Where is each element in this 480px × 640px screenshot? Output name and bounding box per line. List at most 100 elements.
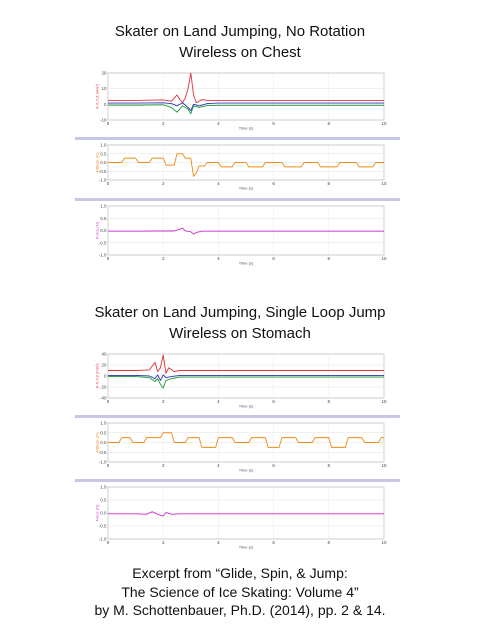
series-line-orange xyxy=(108,432,384,448)
x-tick-label: 6 xyxy=(272,256,275,261)
plot-frame xyxy=(107,72,385,121)
y-tick-label: -20 xyxy=(100,385,107,390)
x-tick-label: 10 xyxy=(381,399,387,404)
bottom-acceleration-chart: -40 -20 0 20 40 0 2 4 6 8 10 Time (s) A-X,Y,Z (m/s²) xyxy=(95,351,387,409)
top-altitude-chart: -1.0 -0.5 0.0 0.5 1.0 0 2 4 6 8 10 Time (s) Altitude… xyxy=(95,142,387,191)
series-line-orange xyxy=(108,153,384,177)
bottom-heading-line1: Skater on Land Jumping, Single Loop Jump xyxy=(94,304,386,321)
x-tick-label: 4 xyxy=(217,540,220,545)
y-tick-label: -1.0 xyxy=(99,460,107,465)
y-axis-label: Force (N) xyxy=(95,221,100,239)
series-line-magenta xyxy=(108,227,384,235)
x-tick-label: 4 xyxy=(217,121,220,126)
x-tick-label: 2 xyxy=(162,540,165,545)
top-force-plot: -1.0 -0.5 0.0 0.5 1.0 0 2 4 6 8 10 Time (s) Force (N… xyxy=(95,204,387,266)
top-altitude-plot: -1.0 -0.5 0.0 0.5 1.0 0 2 4 6 8 10 Time (s) Altitude… xyxy=(95,143,387,191)
series-line-magenta xyxy=(108,511,384,517)
x-tick-label: 0 xyxy=(107,256,110,261)
series-line-red xyxy=(108,72,384,104)
x-axis-label: Time (s) xyxy=(239,126,254,131)
x-axis-label: Time (s) xyxy=(239,186,254,191)
x-axis-label: Time (s) xyxy=(239,545,254,550)
y-tick-label: 0.0 xyxy=(100,160,107,165)
y-tick-label: -0.5 xyxy=(99,169,107,174)
separator-bar xyxy=(75,137,400,140)
x-tick-label: 8 xyxy=(328,463,331,468)
y-tick-label: 1.0 xyxy=(100,204,107,209)
series-line-green xyxy=(108,376,384,389)
x-axis-label: Time (s) xyxy=(239,404,254,409)
x-tick-label: 0 xyxy=(107,399,110,404)
x-tick-label: 0 xyxy=(107,121,110,126)
x-tick-label: 0 xyxy=(107,540,110,545)
top-experiment-heading: Skater on Land Jumping, No Rotation Wire… xyxy=(0,21,480,63)
y-tick-label: 0.0 xyxy=(100,440,107,445)
x-tick-label: 2 xyxy=(162,256,165,261)
caption-line2: The Science of Ice Skating: Volume 4” xyxy=(121,583,359,600)
x-tick-label: 0 xyxy=(107,463,110,468)
y-tick-label: 0 xyxy=(104,102,107,107)
y-tick-label: 10 xyxy=(101,86,107,91)
y-tick-label: 0.0 xyxy=(100,511,107,516)
x-tick-label: 2 xyxy=(162,463,165,468)
y-axis-label: A-X,Y,Z (m/s²) xyxy=(95,83,100,109)
separator-bar xyxy=(75,198,400,201)
x-tick-label: 10 xyxy=(381,181,387,186)
top-heading-line1: Skater on Land Jumping, No Rotation xyxy=(114,23,366,40)
x-tick-label: 6 xyxy=(272,399,275,404)
y-tick-label: 0.0 xyxy=(100,228,107,233)
y-tick-label: 0 xyxy=(104,374,107,379)
y-axis-label: A-X,Y,Z (m/s²) xyxy=(95,363,100,389)
bottom-force-chart: -1.0 -0.5 0.0 0.5 1.0 0 2 4 6 8 10 Time (s) Force (N… xyxy=(95,484,387,550)
x-tick-label: 6 xyxy=(272,181,275,186)
caption-line3: by M. Schottenbauer, Ph.D. (2014), pp. 2… xyxy=(94,602,386,618)
y-axis-label: Altitude (m) xyxy=(95,152,100,173)
x-tick-label: 2 xyxy=(162,181,165,186)
y-tick-label: 40 xyxy=(101,352,107,357)
x-tick-label: 8 xyxy=(328,256,331,261)
bottom-force-plot: -1.0 -0.5 0.0 0.5 1.0 0 2 4 6 8 10 Time (s) Force (N… xyxy=(95,485,387,550)
y-tick-label: -1.0 xyxy=(99,178,107,183)
y-tick-label: -0.5 xyxy=(99,524,107,529)
y-tick-label: -0.5 xyxy=(99,450,107,455)
bottom-altitude-plot: -1.0 -0.5 0.0 0.5 1.0 0 2 4 6 8 10 Time (s) Altitude… xyxy=(95,421,387,473)
x-tick-label: 10 xyxy=(381,540,387,545)
y-tick-label: 20 xyxy=(101,71,107,76)
y-axis-label: Altitude (m) xyxy=(95,432,100,453)
top-acceleration-chart: -10 0 10 20 0 2 4 6 8 10 Time (s) A-X,Y,Z (m/s²) xyxy=(95,70,387,131)
series-line-red xyxy=(108,354,384,374)
x-tick-label: 6 xyxy=(272,540,275,545)
separator-bar xyxy=(75,479,400,482)
series-line-blue xyxy=(108,374,384,381)
y-tick-label: 1.0 xyxy=(100,421,107,426)
y-tick-label: 0.5 xyxy=(100,498,107,503)
x-tick-label: 4 xyxy=(217,463,220,468)
y-axis-label: Force (N) xyxy=(95,504,100,522)
y-tick-label: 20 xyxy=(101,363,107,368)
x-tick-label: 8 xyxy=(328,399,331,404)
bottom-acceleration-plot: -40 -20 0 20 40 0 2 4 6 8 10 Time (s) A-X,Y,Z (m/s²) xyxy=(95,352,387,409)
x-tick-label: 10 xyxy=(381,256,387,261)
x-tick-label: 0 xyxy=(107,181,110,186)
x-tick-label: 2 xyxy=(162,399,165,404)
y-tick-label: -10 xyxy=(100,118,107,123)
y-tick-label: 1.0 xyxy=(100,485,107,490)
x-tick-label: 4 xyxy=(217,256,220,261)
x-tick-label: 6 xyxy=(272,463,275,468)
bottom-altitude-chart: -1.0 -0.5 0.0 0.5 1.0 0 2 4 6 8 10 Time (s) Altitude… xyxy=(95,420,387,473)
x-tick-label: 10 xyxy=(381,463,387,468)
bottom-experiment-heading: Skater on Land Jumping, Single Loop Jump… xyxy=(0,302,480,344)
x-tick-label: 4 xyxy=(217,399,220,404)
x-tick-label: 2 xyxy=(162,121,165,126)
series-line-blue xyxy=(108,102,384,112)
series-line-green xyxy=(108,104,384,115)
x-tick-label: 4 xyxy=(217,181,220,186)
y-tick-label: 1.0 xyxy=(100,143,107,148)
x-tick-label: 8 xyxy=(328,181,331,186)
x-tick-label: 8 xyxy=(328,121,331,126)
x-tick-label: 8 xyxy=(328,540,331,545)
caption-line1: Excerpt from “Glide, Spin, & Jump: xyxy=(132,565,348,581)
y-tick-label: -1.0 xyxy=(99,537,107,542)
x-tick-label: 6 xyxy=(272,121,275,126)
